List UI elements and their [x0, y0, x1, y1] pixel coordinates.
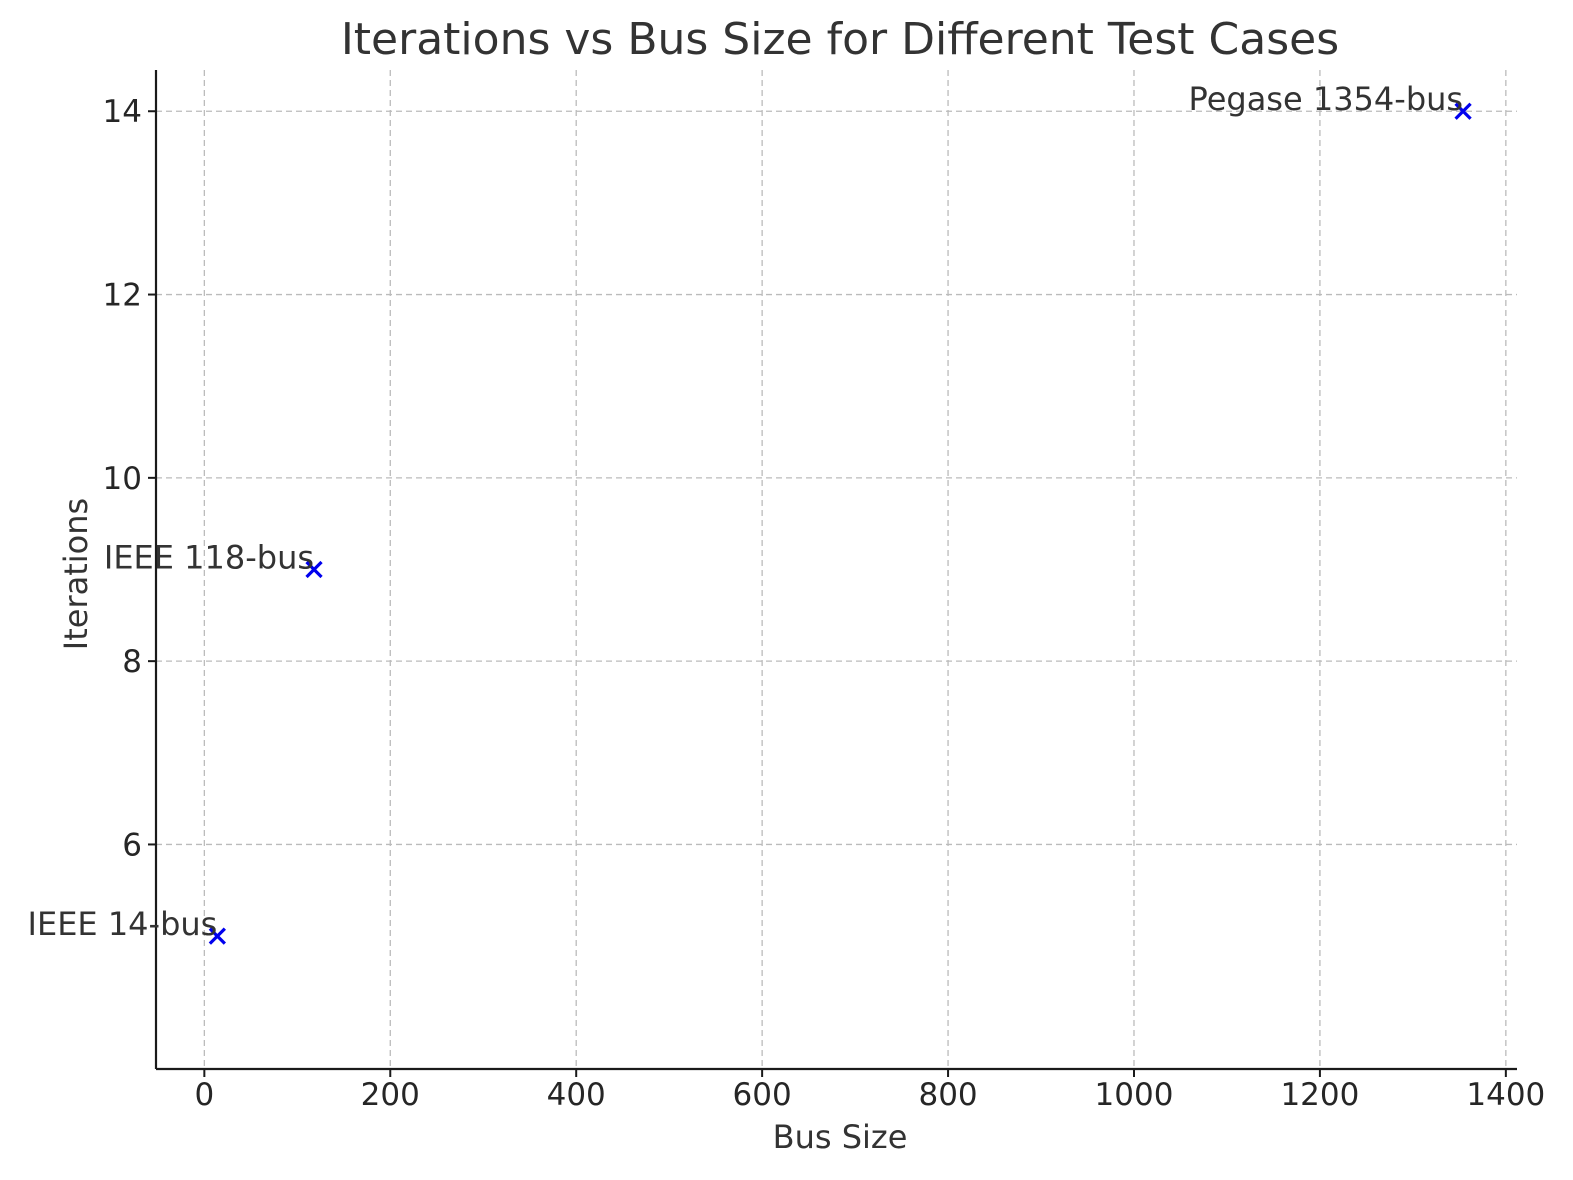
y-tick-label-3: 12: [103, 278, 142, 314]
grid-lines: [156, 70, 1517, 1069]
x-marker-stroke-b: [208, 927, 226, 945]
y-tick-label-2: 10: [103, 461, 142, 497]
chart-title: Iterations vs Bus Size for Different Tes…: [341, 14, 1339, 65]
y-tick-label-0: 6: [122, 827, 142, 863]
ticks: 0 200 400 600 800 1000 1200 1400 6 8 10 12 14: [103, 94, 1546, 1113]
x-tick-label-0: 0: [194, 1077, 214, 1113]
point-label-0: IEEE 14-bus: [28, 905, 218, 943]
x-marker-stroke-b: [1454, 102, 1472, 120]
y-tick-label-1: 8: [122, 644, 142, 680]
x-tick-label-6: 1200: [1280, 1077, 1359, 1113]
x-marker-stroke-b: [305, 560, 323, 579]
x-tick-label-3: 600: [733, 1077, 792, 1113]
data-point-1: [305, 560, 323, 579]
axes: [154, 70, 1517, 1071]
data-point-0: [208, 927, 226, 945]
y-tick-label-4: 14: [103, 94, 142, 130]
y-axis-label: Iterations: [57, 498, 95, 650]
data-point-2: [1454, 102, 1472, 120]
point-label-1: IEEE 118-bus: [104, 539, 314, 577]
x-tick-label-5: 1000: [1095, 1077, 1174, 1113]
x-tick-label-4: 800: [918, 1077, 977, 1113]
x-axis-label: Bus Size: [773, 1118, 908, 1156]
x-tick-label-7: 1400: [1466, 1077, 1545, 1113]
point-label-2: Pegase 1354-bus: [1189, 80, 1464, 118]
x-tick-label-2: 400: [547, 1077, 606, 1113]
x-tick-label-1: 200: [361, 1077, 420, 1113]
data-points: IEEE 14-bus IEEE 118-bus Pegase 1354-bus: [28, 80, 1472, 945]
